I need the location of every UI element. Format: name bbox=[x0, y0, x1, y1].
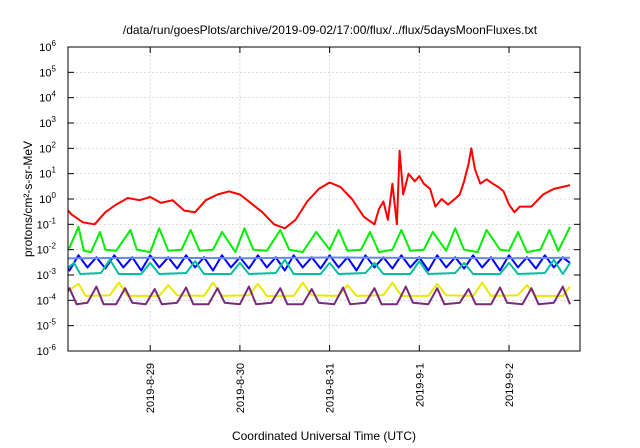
series-line-2 bbox=[68, 254, 571, 272]
y-tick-exponent: 1 bbox=[52, 166, 57, 175]
y-tick-exponent: 6 bbox=[52, 39, 57, 48]
y-tick-exponent: 3 bbox=[52, 115, 57, 124]
y-tick-exponent: 0 bbox=[52, 191, 57, 200]
chart-title: /data/run/goesPlots/archive/2019-09-02/1… bbox=[123, 23, 538, 37]
y-tick-exponent: 4 bbox=[52, 90, 57, 99]
y-tick-exponent: -6 bbox=[49, 343, 57, 352]
y-axis: 10-610-510-410-310-210-11001011021031041… bbox=[37, 39, 580, 358]
series-line-3 bbox=[68, 256, 571, 260]
y-tick-exponent: -2 bbox=[49, 242, 57, 251]
y-tick-label: 10-2 bbox=[37, 242, 57, 257]
y-axis-label: protons/cm²-s-sr-MeV bbox=[21, 141, 35, 257]
y-tick-label: 101 bbox=[39, 166, 56, 181]
x-tick-label: 2019-9-2 bbox=[504, 363, 516, 407]
y-tick-label: 10-3 bbox=[37, 267, 57, 282]
y-tick-label: 105 bbox=[39, 64, 56, 79]
y-tick-label: 104 bbox=[39, 90, 56, 105]
y-tick-exponent: -3 bbox=[49, 267, 57, 276]
y-tick-label: 10-6 bbox=[37, 343, 57, 358]
x-tick-label: 2019-8-31 bbox=[325, 363, 337, 413]
series-line-0 bbox=[68, 147, 571, 230]
y-tick-label: 103 bbox=[39, 115, 56, 130]
y-tick-exponent: -4 bbox=[49, 292, 57, 301]
y-tick-exponent: -1 bbox=[49, 216, 57, 225]
y-tick-exponent: 5 bbox=[52, 64, 57, 73]
series-line-4 bbox=[68, 258, 571, 275]
y-tick-label: 10-5 bbox=[37, 318, 57, 333]
y-tick-exponent: -5 bbox=[49, 318, 57, 327]
x-axis: 2019-8-29 2019-8-30 2019-8-31 2019-9-1 2019-… bbox=[145, 47, 516, 413]
y-tick-label: 106 bbox=[39, 39, 56, 54]
series-line-6 bbox=[68, 285, 571, 306]
y-tick-exponent: 2 bbox=[52, 140, 57, 149]
y-tick-label: 10-4 bbox=[37, 292, 57, 307]
series-line-1 bbox=[68, 225, 571, 254]
x-tick-label: 2019-8-29 bbox=[145, 363, 157, 413]
y-tick-label: 102 bbox=[39, 140, 56, 155]
x-axis-label: Coordinated Universal Time (UTC) bbox=[232, 429, 416, 443]
y-tick-label: 100 bbox=[39, 191, 56, 206]
y-tick-label: 10-1 bbox=[37, 216, 57, 231]
x-tick-label: 2019-8-30 bbox=[235, 363, 247, 413]
x-tick-label: 2019-9-1 bbox=[414, 363, 426, 407]
series-line-5 bbox=[68, 281, 571, 297]
grid bbox=[68, 47, 580, 351]
series-group bbox=[68, 147, 571, 306]
